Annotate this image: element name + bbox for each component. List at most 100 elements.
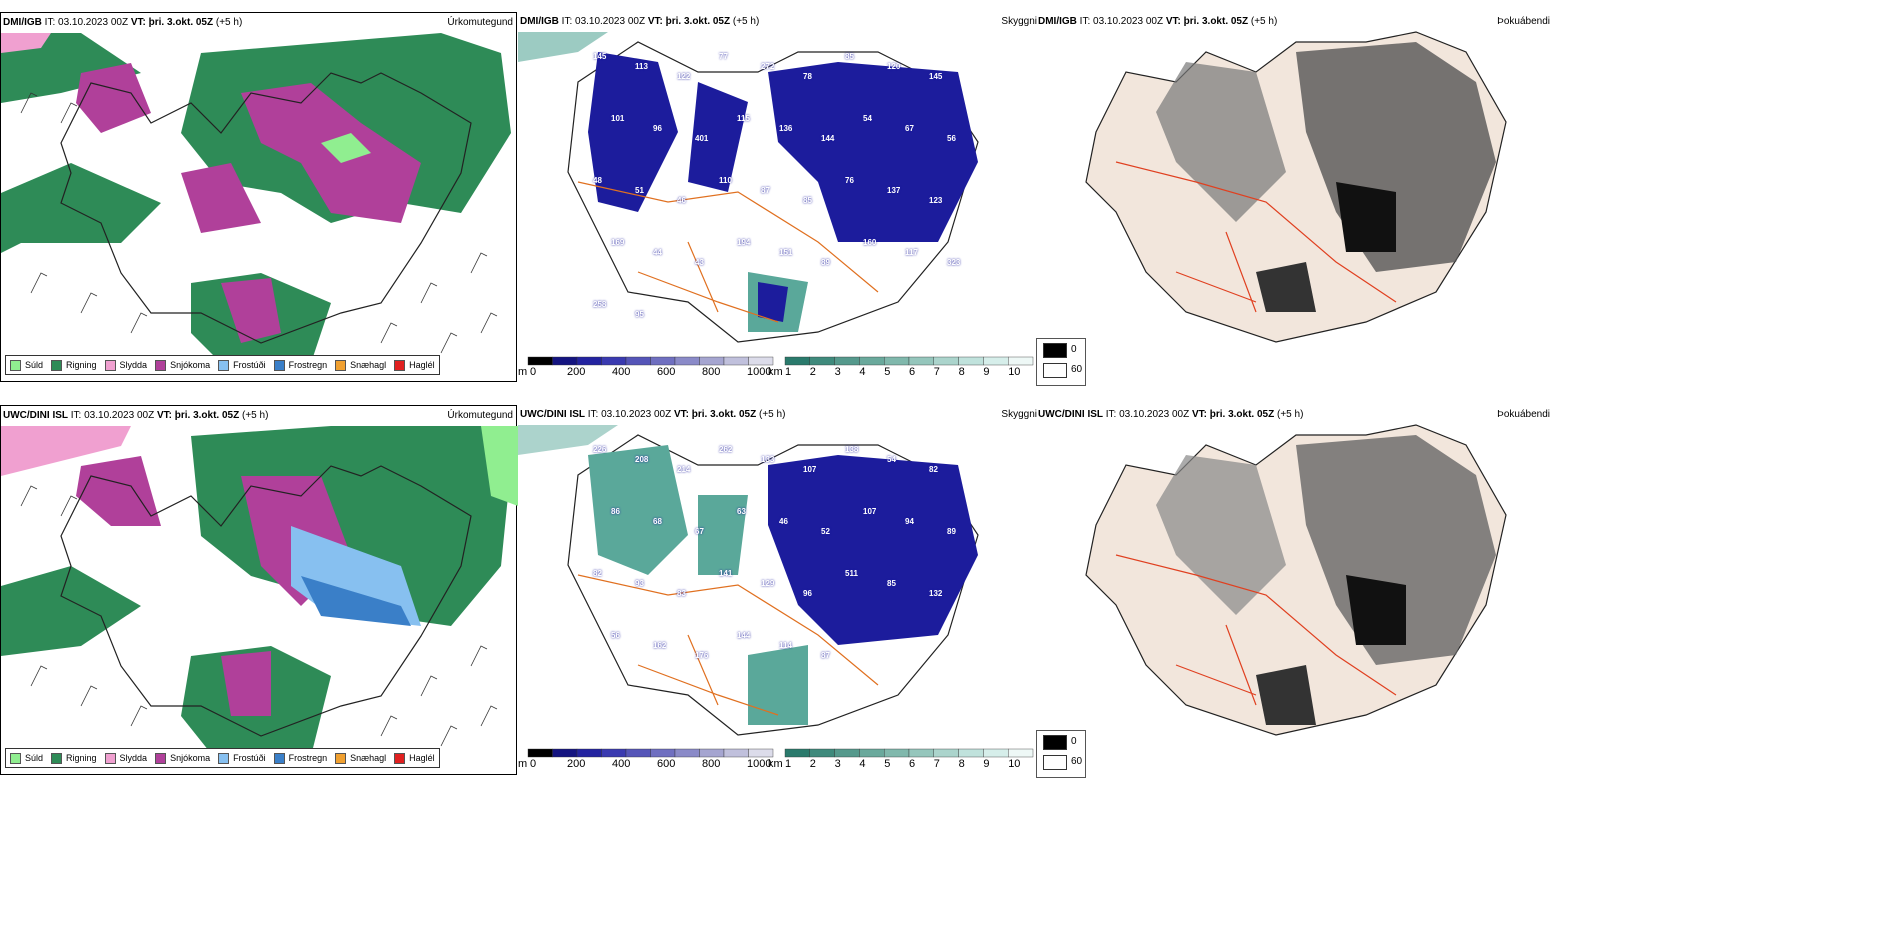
- visibility-value-label: 85: [887, 579, 896, 588]
- visibility-value-label: 129: [761, 579, 775, 588]
- visibility-map: [518, 32, 979, 343]
- visibility-value-label: 323: [947, 258, 961, 267]
- legend-item: Frostúði: [218, 752, 266, 764]
- height-scale-swatch: [699, 356, 725, 366]
- visibility-value-label: 46: [779, 517, 788, 526]
- height-scale-tick: 800: [702, 758, 720, 770]
- visibility-panel-uwc: UWC/DINI ISL IT: 03.10.2023 00Z VT: þri.…: [518, 405, 1037, 775]
- visibility-value-label: 54: [887, 455, 896, 464]
- roads: [1115, 554, 1397, 706]
- vis-scale-tick: 3: [835, 366, 841, 378]
- height-scale-swatch: [699, 748, 725, 758]
- height-scale-tick: 400: [612, 366, 630, 378]
- vis-scale-tick: 2: [810, 366, 816, 378]
- visibility-value-label: 87: [821, 651, 830, 660]
- visibility-value-label: 162: [653, 641, 667, 650]
- panel-title: Skyggni: [1001, 409, 1037, 420]
- precip-type-map: [1, 33, 511, 373]
- visibility-value-label: 133: [761, 455, 775, 464]
- roads: [577, 574, 879, 716]
- vis-scale-swatch: [834, 356, 860, 366]
- wind-barbs: [20, 485, 498, 747]
- vis-scale-tick: 5: [884, 758, 890, 770]
- visibility-value-label: 144: [821, 134, 835, 143]
- visibility-panel-dmi: DMI/IGB IT: 03.10.2023 00Z VT: þri. 3.ok…: [518, 12, 1037, 382]
- visibility-value-label: 89: [821, 258, 830, 267]
- coastline: [60, 72, 472, 344]
- height-scale-tick: 1000: [747, 366, 771, 378]
- visibility-value-label: 117: [905, 248, 918, 257]
- height-scale-swatch: [552, 356, 578, 366]
- visibility-value-label: 56: [947, 134, 956, 143]
- visibility-value-label: 151: [779, 248, 793, 257]
- visibility-value-label: 226: [593, 445, 607, 454]
- cloud-map: [1085, 31, 1507, 343]
- vis-scale-swatch: [859, 356, 885, 366]
- vis-scale-swatch: [1008, 748, 1034, 758]
- legend-item: Snæhagl: [335, 359, 386, 371]
- precip-type-map: [1, 426, 518, 766]
- height-scale-swatch: [625, 748, 651, 758]
- legend-item: Súld: [10, 752, 43, 764]
- vis-scale-swatch: [834, 748, 860, 758]
- vis-scale-unit: km: [768, 758, 783, 770]
- vis-scale-tick: 9: [983, 366, 989, 378]
- vis-scale-tick: 8: [959, 366, 965, 378]
- vis-scale-tick: 3: [835, 758, 841, 770]
- visibility-value-label: 144: [737, 631, 751, 640]
- visibility-value-label: 87: [761, 186, 770, 195]
- vis-scale-swatch: [983, 748, 1009, 758]
- cloud-panel-dmi: DMI/IGB IT: 03.10.2023 00Z VT: þri. 3.ok…: [1036, 12, 1553, 382]
- height-scale-tick: 0: [530, 758, 536, 770]
- vis-scale-tick: 5: [884, 366, 890, 378]
- legend-item: Haglél: [394, 359, 435, 371]
- visibility-value-label: 208: [635, 455, 649, 464]
- height-scale-tick: 600: [657, 758, 675, 770]
- visibility-value-label: 82: [929, 465, 938, 474]
- visibility-value-label: 132: [929, 589, 943, 598]
- visibility-value-label: 89: [947, 527, 956, 536]
- visibility-value-label: 43: [695, 258, 704, 267]
- visibility-value-label: 123: [929, 196, 943, 205]
- panel-title: Skyggni: [1001, 16, 1037, 27]
- legend-item: Rigning: [51, 752, 97, 764]
- height-scale-tick: 0: [530, 366, 536, 378]
- height-scale-swatch: [723, 748, 749, 758]
- roads: [1115, 161, 1397, 313]
- visibility-value-label: 115: [737, 114, 750, 123]
- visibility-value-label: 141: [719, 569, 733, 578]
- visibility-value-label: 138: [845, 445, 859, 454]
- vis-scale-swatch: [784, 748, 810, 758]
- visibility-value-label: 136: [779, 124, 793, 133]
- height-scale-swatch: [748, 748, 774, 758]
- visibility-value-label: 122: [677, 72, 691, 81]
- height-scale-tick: 800: [702, 366, 720, 378]
- legend-item: Snjókoma: [155, 359, 210, 371]
- vis-scale-tick: 8: [959, 758, 965, 770]
- vis-scale-swatch: [809, 748, 835, 758]
- coastline: [60, 465, 472, 737]
- panel-header: UWC/DINI ISL IT: 03.10.2023 00Z VT: þri.…: [1038, 409, 1304, 420]
- legend-item: Frostregn: [273, 752, 327, 764]
- height-scale-swatch: [601, 748, 627, 758]
- visibility-value-label: 56: [611, 631, 620, 640]
- visibility-value-label: 194: [737, 238, 751, 247]
- visibility-value-label: 137: [887, 186, 901, 195]
- visibility-value-label: 96: [653, 124, 662, 133]
- vis-scale-unit: km: [768, 366, 783, 378]
- visibility-value-label: 114: [779, 641, 792, 650]
- visibility-value-label: 145: [929, 72, 943, 81]
- precip-type-panel-dmi: DMI/IGB IT: 03.10.2023 00Z VT: þri. 3.ok…: [0, 12, 517, 382]
- height-scale-swatch: [527, 356, 553, 366]
- vis-scale-tick: 10: [1008, 758, 1020, 770]
- legend-item: Frostúði: [218, 359, 266, 371]
- vis-scale-tick: 7: [934, 366, 940, 378]
- visibility-value-label: 46: [677, 196, 686, 205]
- vis-scale-swatch: [1008, 356, 1034, 366]
- vis-scale-tick: 1: [785, 366, 791, 378]
- visibility-value-label: 120: [887, 62, 901, 71]
- visibility-value-label: 272: [761, 62, 775, 71]
- visibility-value-label: 63: [737, 507, 746, 516]
- visibility-value-label: 101: [611, 114, 625, 123]
- panel-header: DMI/IGB IT: 03.10.2023 00Z VT: þri. 3.ok…: [1038, 16, 1278, 27]
